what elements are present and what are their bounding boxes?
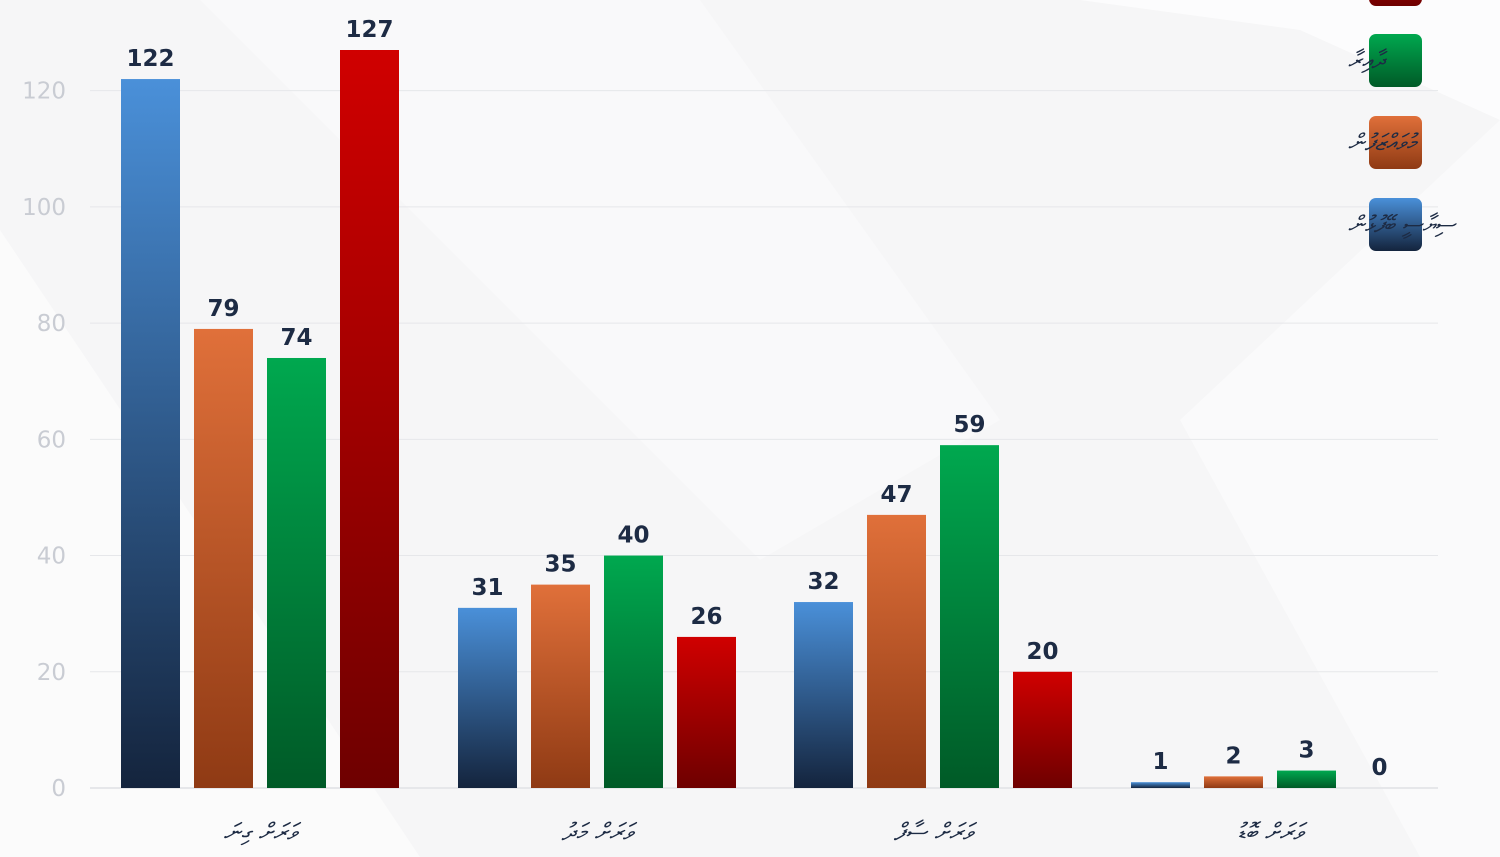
bar xyxy=(194,328,253,788)
data-label: 122 xyxy=(126,46,174,72)
x-axis-categories: ވަރަށް ގިނަ ވަރަށް މަދު ވަރަށް ސާފް ވަރަށް … xyxy=(224,818,1308,846)
bar xyxy=(531,584,590,788)
bar xyxy=(458,607,517,788)
legend-label: ސިޔާސީ ބޭފުޅުން xyxy=(1348,212,1457,239)
bars xyxy=(121,50,1336,788)
legend-swatch xyxy=(1369,0,1422,6)
data-label: 1 xyxy=(1152,749,1168,775)
data-label: 32 xyxy=(807,569,839,595)
y-tick-label: 40 xyxy=(37,544,66,570)
category-label: ވަރަށް ބޮޑު xyxy=(1237,818,1308,846)
legend-label: މުވައްޒަފުން xyxy=(1348,130,1419,156)
legend-swatch xyxy=(1369,198,1422,251)
data-label: 2 xyxy=(1225,743,1241,769)
bar xyxy=(1131,782,1190,788)
bar xyxy=(867,514,926,788)
legend-swatch xyxy=(1369,116,1422,169)
y-tick-label: 60 xyxy=(37,427,66,453)
bar xyxy=(340,50,399,788)
category-label: ވަރަށް މަދު xyxy=(561,818,638,846)
data-label: 79 xyxy=(207,296,239,322)
bar xyxy=(940,445,999,788)
bar xyxy=(1013,671,1072,788)
data-label: 26 xyxy=(690,604,722,630)
legend-swatch xyxy=(1369,34,1422,87)
data-label: 47 xyxy=(880,482,912,508)
y-tick-label: 0 xyxy=(51,776,66,802)
bar xyxy=(604,555,663,788)
legend-label: ދާއިރާ xyxy=(1348,48,1388,74)
y-tick-label: 100 xyxy=(22,195,66,221)
bar xyxy=(267,357,326,788)
y-tick-label: 80 xyxy=(37,311,66,337)
data-label: 31 xyxy=(471,575,503,601)
category-label: ވަރަށް ސާފް xyxy=(894,818,978,846)
data-label: 0 xyxy=(1371,755,1387,781)
bar xyxy=(1277,770,1336,788)
data-label: 35 xyxy=(544,552,576,578)
bar xyxy=(677,636,736,788)
data-labels: 122 79 74 127 31 35 40 26 32 47 59 20 1 2 3 0 xyxy=(126,17,1387,781)
bar xyxy=(794,602,853,788)
data-label: 59 xyxy=(953,412,985,438)
y-tick-label: 120 xyxy=(22,79,66,105)
category-label: ވަރަށް ގިނަ xyxy=(224,818,302,846)
bar xyxy=(1204,776,1263,788)
data-label: 3 xyxy=(1298,738,1314,764)
bar xyxy=(121,79,180,788)
data-label: 40 xyxy=(617,523,649,549)
data-label: 127 xyxy=(345,17,393,43)
data-label: 20 xyxy=(1026,639,1058,665)
data-label: 74 xyxy=(280,325,312,351)
y-tick-label: 20 xyxy=(37,660,66,686)
y-axis-ticks: 0 20 40 60 80 100 120 xyxy=(22,79,66,802)
legend: ދާއިރާ މުވައްޒަފުން ސިޔާސީ ބޭފުޅުން xyxy=(1348,0,1457,251)
